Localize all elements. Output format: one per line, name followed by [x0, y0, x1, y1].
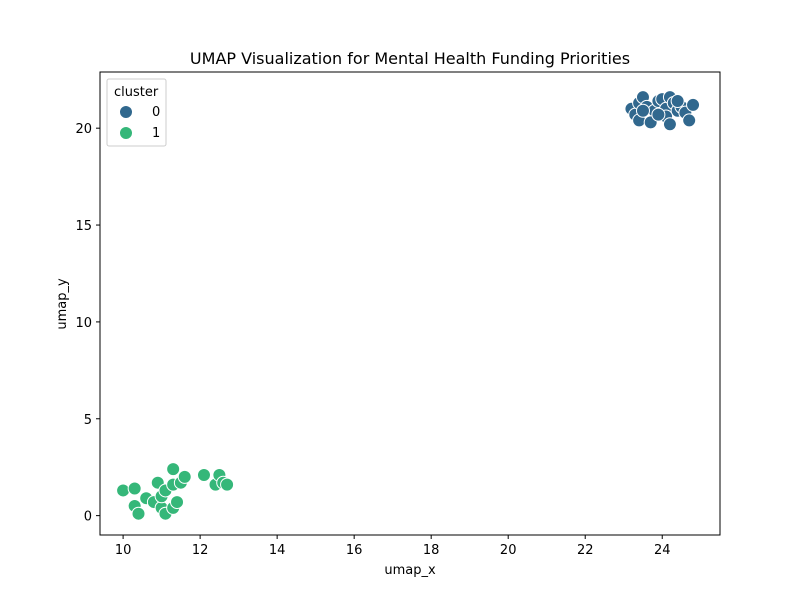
y-tick-label: 20: [75, 122, 92, 137]
legend-label-cluster-1: 1: [152, 126, 160, 141]
data-point-cluster-0: [635, 103, 650, 118]
data-point-cluster-0: [682, 113, 697, 128]
x-tick-label: 20: [500, 543, 517, 558]
x-tick-label: 12: [192, 543, 209, 558]
data-point-cluster-1: [220, 477, 235, 492]
x-tick-label: 10: [115, 543, 132, 558]
y-tick-label: 5: [84, 413, 92, 428]
x-tick-label: 24: [654, 543, 671, 558]
legend: cluster 0 1: [106, 78, 167, 147]
y-tick-label: 10: [75, 316, 92, 331]
x-axis-label: umap_x: [384, 563, 436, 578]
data-point-cluster-1: [131, 506, 146, 521]
data-point-cluster-0: [662, 117, 677, 132]
axis-ticks: 10 12 14 16 18 20 22 24 0 5 10 15 20: [75, 122, 670, 558]
data-point-cluster-1: [166, 462, 181, 477]
legend-label-cluster-0: 0: [152, 105, 160, 120]
data-point-cluster-1: [177, 469, 192, 484]
legend-title: cluster: [114, 85, 159, 100]
x-tick-label: 22: [577, 543, 594, 558]
y-tick-label: 15: [75, 219, 92, 234]
data-points: [116, 90, 701, 521]
data-point-cluster-1: [127, 481, 142, 496]
data-point-cluster-0: [651, 107, 666, 122]
y-axis-label: umap_y: [55, 278, 70, 330]
data-point-cluster-1: [170, 495, 185, 510]
legend-marker-cluster-1: [119, 126, 133, 140]
plot-frame: [99, 71, 721, 536]
data-point-cluster-0: [686, 97, 701, 112]
x-tick-label: 16: [346, 543, 363, 558]
y-tick-label: 0: [84, 510, 92, 525]
x-tick-label: 18: [423, 543, 440, 558]
x-tick-label: 14: [269, 543, 286, 558]
data-point-cluster-0: [670, 94, 685, 109]
data-point-cluster-1: [196, 467, 211, 482]
legend-marker-cluster-0: [119, 105, 133, 119]
data-point-cluster-1: [116, 483, 131, 498]
chart-title: UMAP Visualization for Mental Health Fun…: [190, 49, 630, 68]
